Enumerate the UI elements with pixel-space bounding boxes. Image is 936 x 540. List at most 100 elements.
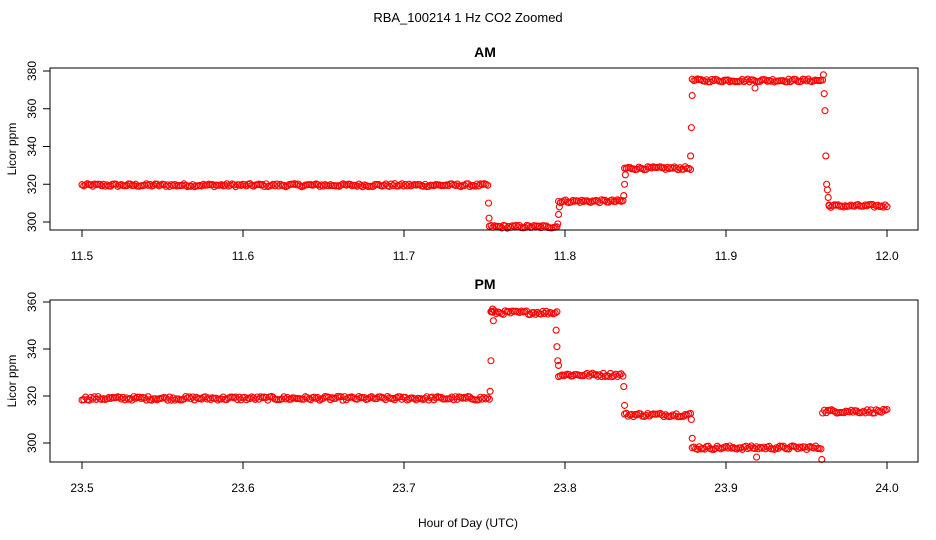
data-point: [824, 193, 832, 202]
data-point: [487, 221, 495, 230]
data-point: [702, 76, 711, 84]
panel-am-y-axis: 300 320 340 360 380: [25, 61, 51, 232]
data-point: [647, 164, 655, 172]
data-point: [466, 183, 474, 191]
data-point: [760, 443, 768, 451]
data-point: [690, 443, 698, 451]
data-point: [524, 222, 533, 230]
x-tick-label: 23.6: [231, 481, 255, 495]
data-point: [608, 196, 616, 204]
panel-pm-points: [78, 305, 891, 464]
data-point: [825, 201, 833, 209]
y-tick-label: 380: [25, 61, 39, 81]
data-point: [551, 309, 559, 317]
data-point: [544, 310, 552, 318]
x-tick-label: 11.5: [71, 249, 94, 263]
data-point: [554, 357, 562, 365]
x-tick-label: 12.0: [875, 249, 899, 263]
data-point: [823, 180, 831, 188]
data-point: [612, 197, 620, 205]
data-point: [821, 107, 829, 115]
data-point: [505, 307, 513, 316]
data-point: [555, 361, 563, 370]
data-point: [681, 163, 689, 171]
data-point: [810, 444, 818, 452]
figure-xlabel: Hour of Day (UTC): [418, 516, 518, 530]
data-point: [410, 395, 418, 403]
x-tick-label: 11.7: [393, 249, 416, 263]
panel-pm-y-axis: 300 320 340 360: [25, 292, 51, 453]
data-point: [840, 409, 848, 417]
data-point: [205, 394, 213, 402]
data-point: [242, 182, 250, 190]
data-point: [553, 308, 561, 316]
data-point: [505, 222, 513, 230]
data-point: [588, 369, 597, 377]
data-point: [171, 396, 179, 404]
data-point: [620, 383, 628, 391]
data-point: [126, 180, 134, 188]
data-point: [198, 395, 206, 403]
data-point: [217, 395, 225, 403]
data-point: [554, 220, 562, 228]
data-point: [380, 394, 388, 402]
data-point: [850, 202, 858, 210]
data-point: [605, 198, 613, 206]
data-point: [587, 370, 595, 379]
panel-pm-frame: [49, 299, 919, 463]
data-point: [153, 180, 161, 188]
y-tick-label: 320: [25, 174, 39, 194]
data-point: [751, 84, 759, 92]
data-point: [221, 181, 229, 189]
data-point: [230, 181, 238, 189]
x-tick-label: 23.7: [392, 481, 416, 495]
data-point: [819, 71, 827, 79]
panel-am-ylabel: Licor ppm: [5, 123, 19, 176]
data-point: [849, 408, 857, 416]
data-point: [253, 393, 261, 401]
data-point: [736, 77, 744, 85]
data-point: [629, 413, 638, 421]
data-point: [310, 393, 318, 401]
data-point: [594, 372, 602, 380]
data-point: [359, 183, 367, 191]
data-point: [389, 182, 397, 190]
data-point: [87, 181, 95, 189]
data-point: [621, 401, 629, 409]
data-point: [701, 77, 709, 85]
data-point: [792, 443, 800, 451]
data-point: [164, 181, 172, 189]
data-point: [146, 180, 154, 188]
data-point: [316, 396, 324, 404]
data-point: [396, 181, 404, 189]
panel-am-points: [78, 71, 891, 232]
data-point: [283, 394, 292, 402]
data-point: [98, 182, 106, 190]
data-point: [822, 152, 830, 160]
data-point: [687, 152, 695, 160]
data-point: [484, 199, 493, 207]
data-point: [565, 371, 573, 379]
data-point: [101, 182, 109, 190]
data-point: [405, 395, 413, 403]
data-point: [246, 395, 254, 403]
data-point: [419, 182, 427, 190]
data-point: [552, 326, 560, 334]
data-point: [287, 395, 295, 403]
data-point: [185, 393, 193, 401]
panel-am: AM 11.5 11.6 11.7 11.8 11.9 12.0 300 320 340 360…: [5, 44, 919, 263]
y-tick-label: 360: [25, 98, 39, 118]
data-point: [751, 77, 759, 85]
y-tick-label: 360: [25, 292, 39, 312]
data-point: [187, 182, 195, 190]
data-point: [883, 405, 891, 414]
data-point: [535, 222, 543, 230]
data-point: [578, 196, 586, 204]
data-point: [685, 164, 693, 172]
data-point: [303, 393, 311, 402]
data-point: [574, 197, 582, 205]
figure-title: RBA_100214 1 Hz CO2 Zoomed: [373, 10, 562, 25]
data-point: [555, 210, 563, 218]
data-point: [489, 317, 497, 325]
